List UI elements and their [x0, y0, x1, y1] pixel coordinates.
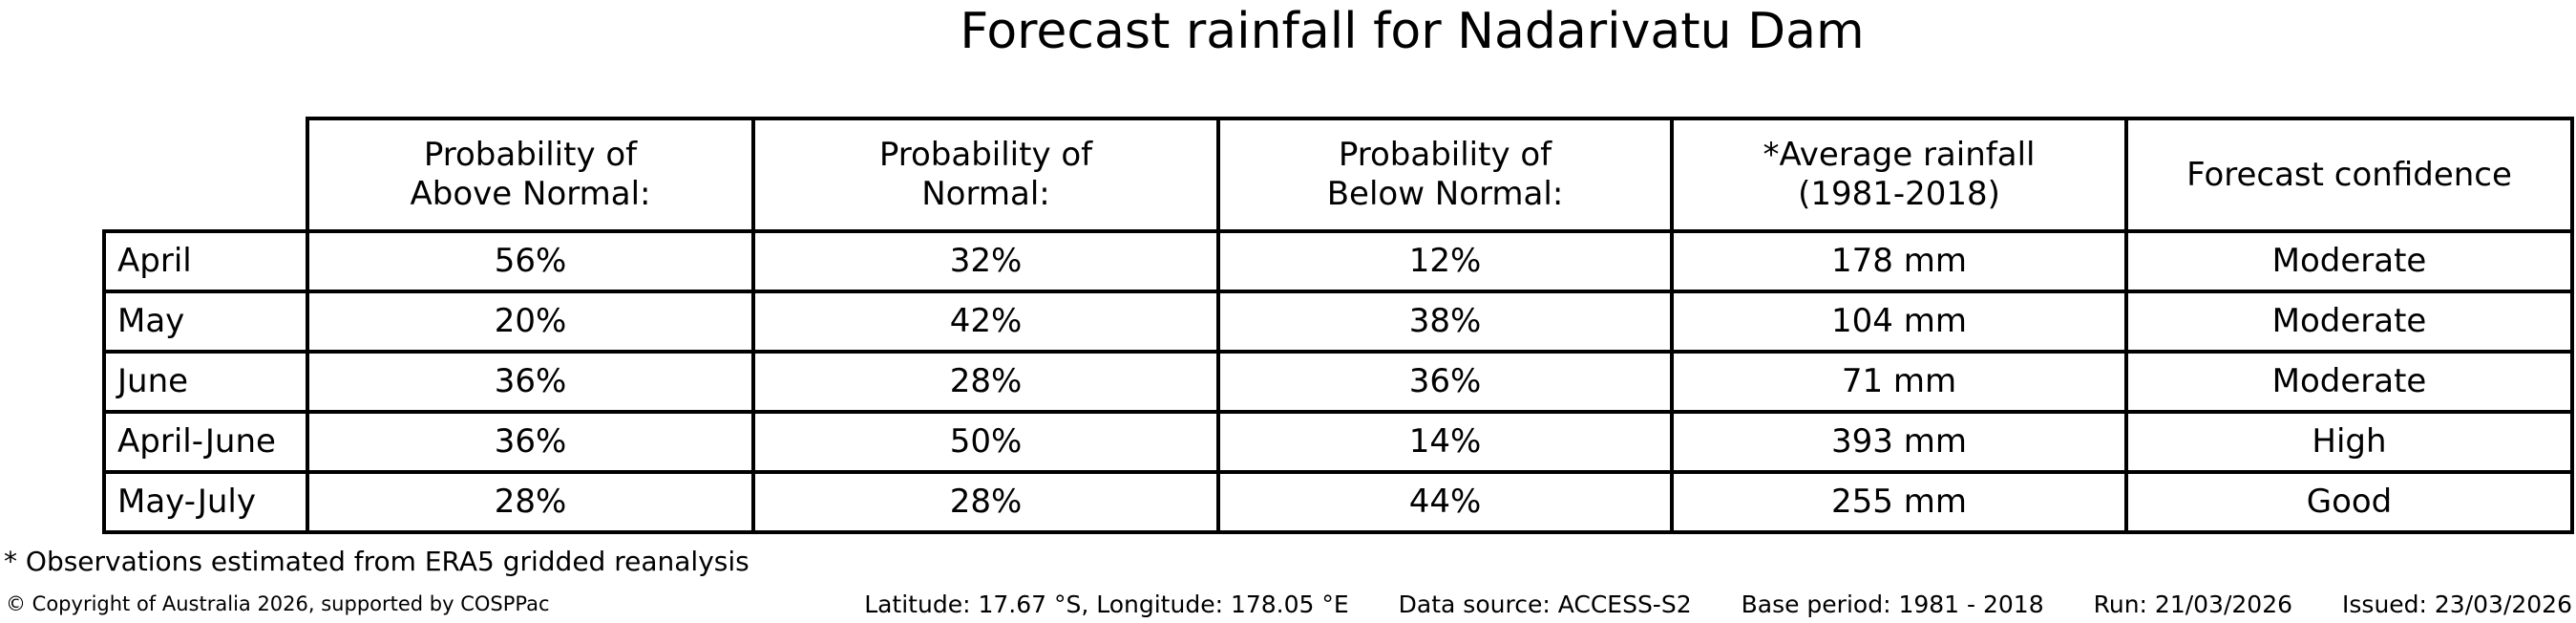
- footer-bar: © Copyright of Australia 2026, supported…: [6, 585, 2572, 623]
- table-row-april: April 56% 32% 12% 178 mm Moderate: [102, 229, 2574, 293]
- cell-below-normal: 14%: [1216, 410, 1674, 474]
- cell-forecast-confidence: Moderate: [2124, 229, 2574, 293]
- cell-below-normal: 36%: [1216, 350, 1674, 414]
- row-period-label: May-July: [102, 470, 309, 534]
- table-corner-cell: [104, 118, 307, 231]
- cell-above-normal: 36%: [306, 350, 755, 414]
- cell-forecast-confidence: High: [2124, 410, 2574, 474]
- cell-above-normal: 56%: [306, 229, 755, 293]
- cell-forecast-confidence: Good: [2124, 470, 2574, 534]
- row-period-label: April-June: [102, 410, 309, 474]
- column-header-above-normal: Probability of Above Normal:: [306, 117, 755, 233]
- footer-base-period: Base period: 1981 - 2018: [1741, 590, 2044, 618]
- cell-above-normal: 20%: [306, 290, 755, 354]
- cell-normal: 32%: [751, 229, 1220, 293]
- cell-below-normal: 38%: [1216, 290, 1674, 354]
- footnote-observations: * Observations estimated from ERA5 gridd…: [4, 546, 750, 577]
- cell-average-rainfall: 393 mm: [1670, 410, 2128, 474]
- cell-average-rainfall: 71 mm: [1670, 350, 2128, 414]
- table-row-may: May 20% 42% 38% 104 mm Moderate: [102, 290, 2574, 354]
- cell-average-rainfall: 178 mm: [1670, 229, 2128, 293]
- column-header-normal: Probability of Normal:: [751, 117, 1220, 233]
- table-row-june: June 36% 28% 36% 71 mm Moderate: [102, 350, 2574, 414]
- cell-above-normal: 28%: [306, 470, 755, 534]
- cell-normal: 42%: [751, 290, 1220, 354]
- column-header-forecast-confidence: Forecast confidence: [2124, 117, 2574, 233]
- footer-run-date: Run: 21/03/2026: [2093, 590, 2293, 618]
- cell-forecast-confidence: Moderate: [2124, 290, 2574, 354]
- cell-above-normal: 36%: [306, 410, 755, 474]
- cell-average-rainfall: 104 mm: [1670, 290, 2128, 354]
- copyright-text: © Copyright of Australia 2026, supported…: [6, 592, 550, 615]
- cell-below-normal: 12%: [1216, 229, 1674, 293]
- row-period-label: June: [102, 350, 309, 414]
- cell-below-normal: 44%: [1216, 470, 1674, 534]
- cell-average-rainfall: 255 mm: [1670, 470, 2128, 534]
- cell-normal: 28%: [751, 470, 1220, 534]
- cell-normal: 28%: [751, 350, 1220, 414]
- row-period-label: May: [102, 290, 309, 354]
- column-header-average-rainfall: *Average rainfall (1981-2018): [1670, 117, 2128, 233]
- footer-issued-date: Issued: 23/03/2026: [2342, 590, 2572, 618]
- forecast-table: Probability of Above Normal: Probability…: [102, 117, 2574, 534]
- cell-normal: 50%: [751, 410, 1220, 474]
- table-row-april-june: April-June 36% 50% 14% 393 mm High: [102, 410, 2574, 474]
- table-header-row: Probability of Above Normal: Probability…: [104, 117, 2574, 233]
- footer-location: Latitude: 17.67 °S, Longitude: 178.05 °E: [864, 590, 1349, 618]
- footer-data-source: Data source: ACCESS-S2: [1398, 590, 1692, 618]
- column-header-below-normal: Probability of Below Normal:: [1216, 117, 1674, 233]
- cell-forecast-confidence: Moderate: [2124, 350, 2574, 414]
- page-title: Forecast rainfall for Nadarivatu Dam: [960, 3, 1865, 60]
- table-row-may-july: May-July 28% 28% 44% 255 mm Good: [102, 470, 2574, 534]
- row-period-label: April: [102, 229, 309, 293]
- footer-metadata: Latitude: 17.67 °S, Longitude: 178.05 °E…: [864, 591, 2572, 618]
